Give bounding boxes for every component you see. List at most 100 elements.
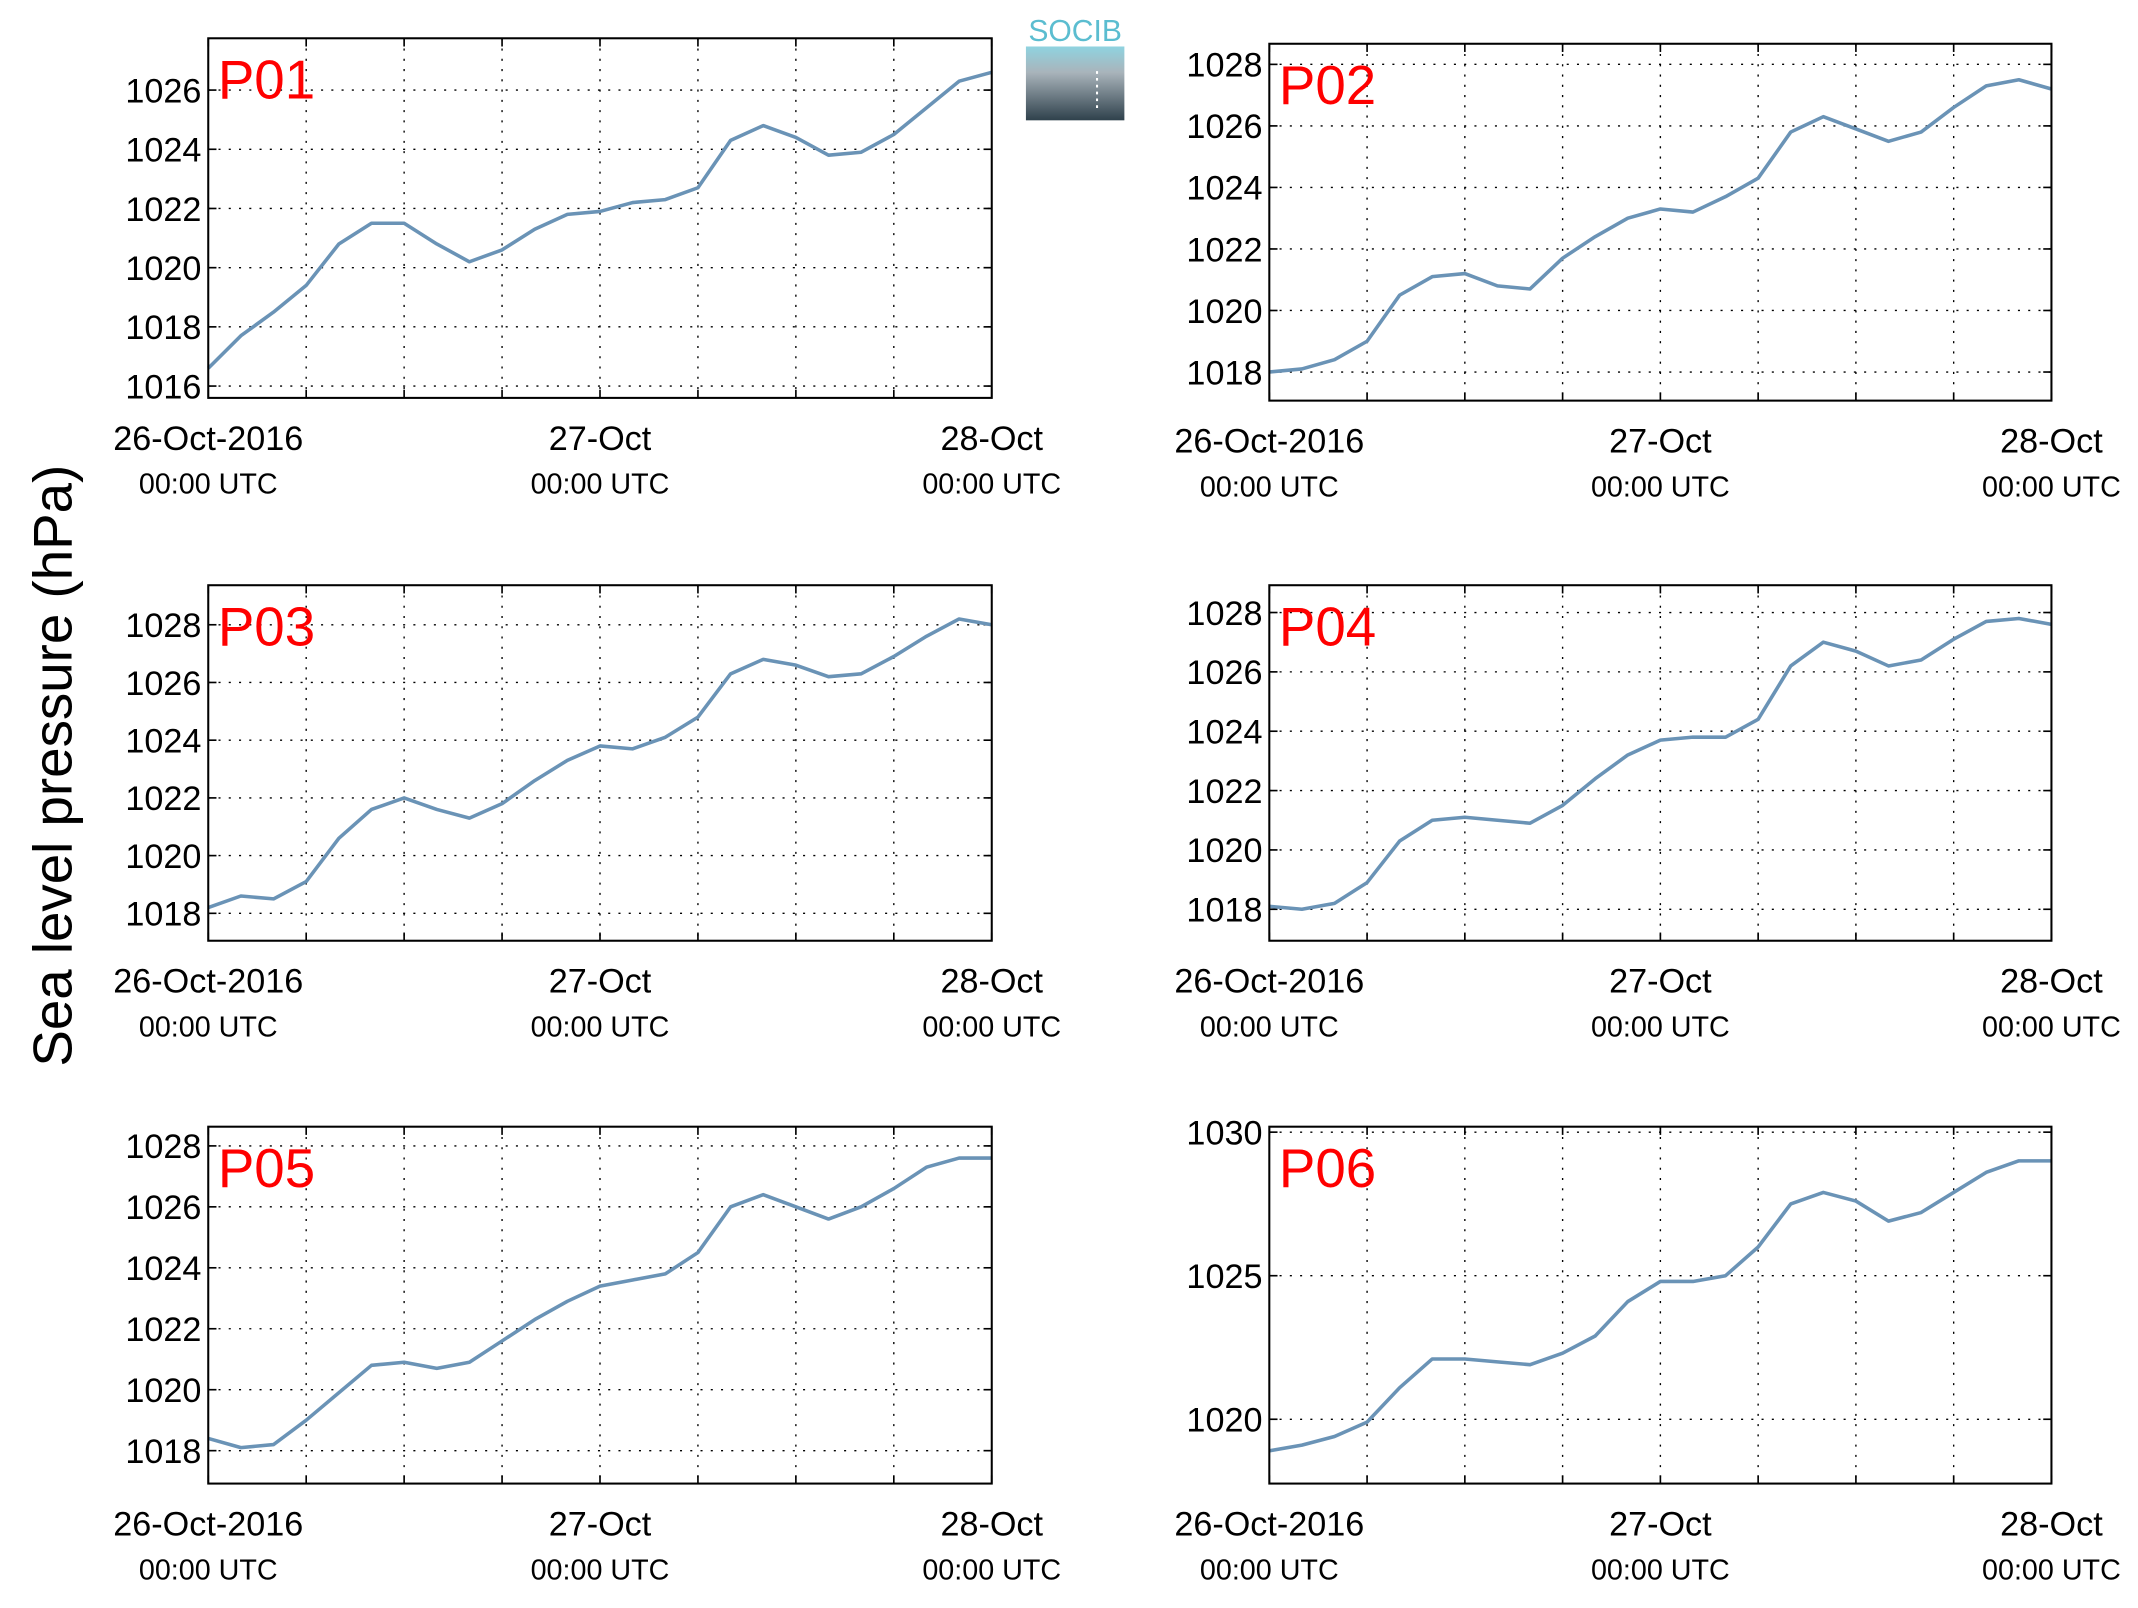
x-tick-label: 27-Oct [1609, 423, 1712, 461]
y-tick-label: 1018 [125, 896, 201, 934]
y-tick-label: 1028 [1186, 595, 1262, 633]
y-tick-label: 1020 [125, 1372, 201, 1410]
data-line [207, 617, 993, 910]
plot-area [1269, 43, 2052, 401]
data-line [1269, 1159, 2052, 1453]
x-tick-sublabel: 00:00 UTC [922, 1011, 1061, 1043]
x-tick-sublabel: 00:00 UTC [922, 469, 1061, 501]
y-tick-label: 1026 [1186, 108, 1262, 146]
plot-area [208, 38, 992, 398]
x-tick-sublabel: 00:00 UTC [1982, 1011, 2121, 1043]
x-tick-label: 27-Oct [549, 963, 652, 1001]
subplot: 26-Oct-2016 00:00 UTC 27-Oct 00:00 UTC 28-Oc… [113, 37, 1061, 501]
logo: SOCIB [1025, 15, 1125, 121]
y-tick-label: 1022 [125, 191, 201, 229]
y-tick-label: 1020 [1186, 1402, 1262, 1440]
x-tick-sublabel: 00:00 UTC [531, 1554, 670, 1586]
x-tick-sublabel: 00:00 UTC [1200, 1554, 1339, 1586]
plot-area [1269, 1126, 2052, 1484]
data-line [207, 70, 993, 370]
y-tick-label: 1028 [1186, 47, 1262, 85]
y-tick-label: 1024 [1186, 170, 1262, 208]
y-tick-label: 1026 [125, 665, 201, 703]
x-tick-sublabel: 00:00 UTC [1982, 471, 2121, 503]
x-tick-label: 26-Oct-2016 [113, 420, 303, 458]
x-tick-sublabel: 00:00 UTC [531, 1011, 670, 1043]
y-tick-label: 1030 [1186, 1114, 1262, 1152]
panel-title: P03 [218, 595, 315, 657]
x-tick-label: 26-Oct-2016 [113, 963, 303, 1001]
x-tick-sublabel: 00:00 UTC [531, 469, 670, 501]
plot-area [208, 1126, 992, 1484]
y-tick-label: 1020 [125, 838, 201, 876]
x-tick-sublabel: 00:00 UTC [139, 1011, 278, 1043]
axes-frame [207, 584, 993, 942]
y-tick-label: 1024 [125, 132, 201, 170]
x-tick-sublabel: 00:00 UTC [1200, 471, 1339, 503]
x-tick-label: 26-Oct-2016 [1174, 1506, 1364, 1544]
panel-title: P01 [218, 48, 315, 110]
x-tick-sublabel: 00:00 UTC [1200, 1011, 1339, 1043]
x-tick-label: 26-Oct-2016 [1174, 963, 1364, 1001]
plot-area [1269, 585, 2052, 941]
x-tick-label: 27-Oct [549, 420, 652, 458]
y-tick-label: 1022 [1186, 231, 1262, 269]
axes-frame [207, 1125, 993, 1485]
plot-area [208, 585, 992, 941]
data-line [1269, 616, 2052, 912]
panel-title: P05 [218, 1137, 315, 1199]
y-axis-label: Sea level pressure (hPa) [22, 465, 84, 1067]
data-line [207, 1156, 992, 1450]
axes-frame [1268, 584, 2053, 942]
logo-badge [1025, 46, 1125, 121]
x-tick-sublabel: 00:00 UTC [1591, 1554, 1730, 1586]
y-tick-label: 1028 [125, 607, 201, 645]
axes-frame [1268, 1125, 2053, 1485]
logo-text: SOCIB [1028, 15, 1122, 48]
subplot: 26-Oct-2016 00:00 UTC 27-Oct 00:00 UTC 28-Oc… [1174, 1114, 2120, 1586]
subplot: 26-Oct-2016 00:00 UTC 27-Oct 00:00 UTC 28-Oc… [1174, 42, 2121, 503]
y-tick-label: 1022 [1186, 773, 1262, 811]
y-tick-label: 1024 [1186, 714, 1262, 752]
panel-title: P04 [1279, 595, 1376, 657]
x-tick-sublabel: 00:00 UTC [1591, 1011, 1730, 1043]
y-tick-label: 1020 [125, 250, 201, 288]
y-tick-label: 1024 [125, 1250, 201, 1288]
y-tick-label: 1026 [1186, 654, 1262, 692]
x-tick-label: 28-Oct [940, 1506, 1043, 1544]
x-tick-label: 28-Oct [940, 420, 1043, 458]
x-tick-label: 27-Oct [1609, 963, 1712, 1001]
axes-frame [207, 37, 993, 399]
y-tick-label: 1026 [125, 72, 201, 110]
y-tick-label: 1016 [125, 368, 201, 406]
x-tick-label: 26-Oct-2016 [1174, 423, 1364, 461]
y-tick-label: 1026 [125, 1189, 201, 1227]
y-tick-label: 1020 [1186, 832, 1262, 870]
x-tick-sublabel: 00:00 UTC [139, 469, 278, 501]
axes-frame [1268, 42, 2053, 402]
data-line [1269, 77, 2052, 374]
y-tick-label: 1024 [125, 722, 201, 760]
y-tick-label: 1028 [125, 1128, 201, 1166]
x-tick-sublabel: 00:00 UTC [1982, 1554, 2121, 1586]
y-tick-label: 1018 [125, 309, 201, 347]
y-tick-label: 1018 [1186, 892, 1262, 930]
y-tick-label: 1022 [125, 780, 201, 818]
x-tick-sublabel: 00:00 UTC [139, 1554, 278, 1586]
subplot: 26-Oct-2016 00:00 UTC 27-Oct 00:00 UTC 28-Oc… [113, 1125, 1061, 1586]
y-tick-label: 1025 [1186, 1258, 1262, 1296]
x-tick-label: 28-Oct [940, 963, 1043, 1001]
y-tick-label: 1018 [1186, 354, 1262, 392]
panel-title: P02 [1279, 54, 1376, 116]
x-tick-label: 28-Oct [2000, 1506, 2103, 1544]
subplot: 26-Oct-2016 00:00 UTC 27-Oct 00:00 UTC 28-Oc… [113, 584, 1061, 1043]
x-tick-sublabel: 00:00 UTC [922, 1554, 1061, 1586]
y-tick-label: 1020 [1186, 293, 1262, 331]
x-tick-label: 27-Oct [1609, 1506, 1712, 1544]
subplot: 26-Oct-2016 00:00 UTC 27-Oct 00:00 UTC 28-Oc… [1174, 584, 2121, 1043]
y-tick-label: 1018 [125, 1433, 201, 1471]
x-tick-label: 27-Oct [549, 1506, 652, 1544]
x-tick-label: 28-Oct [2000, 963, 2103, 1001]
x-tick-label: 28-Oct [2000, 423, 2103, 461]
